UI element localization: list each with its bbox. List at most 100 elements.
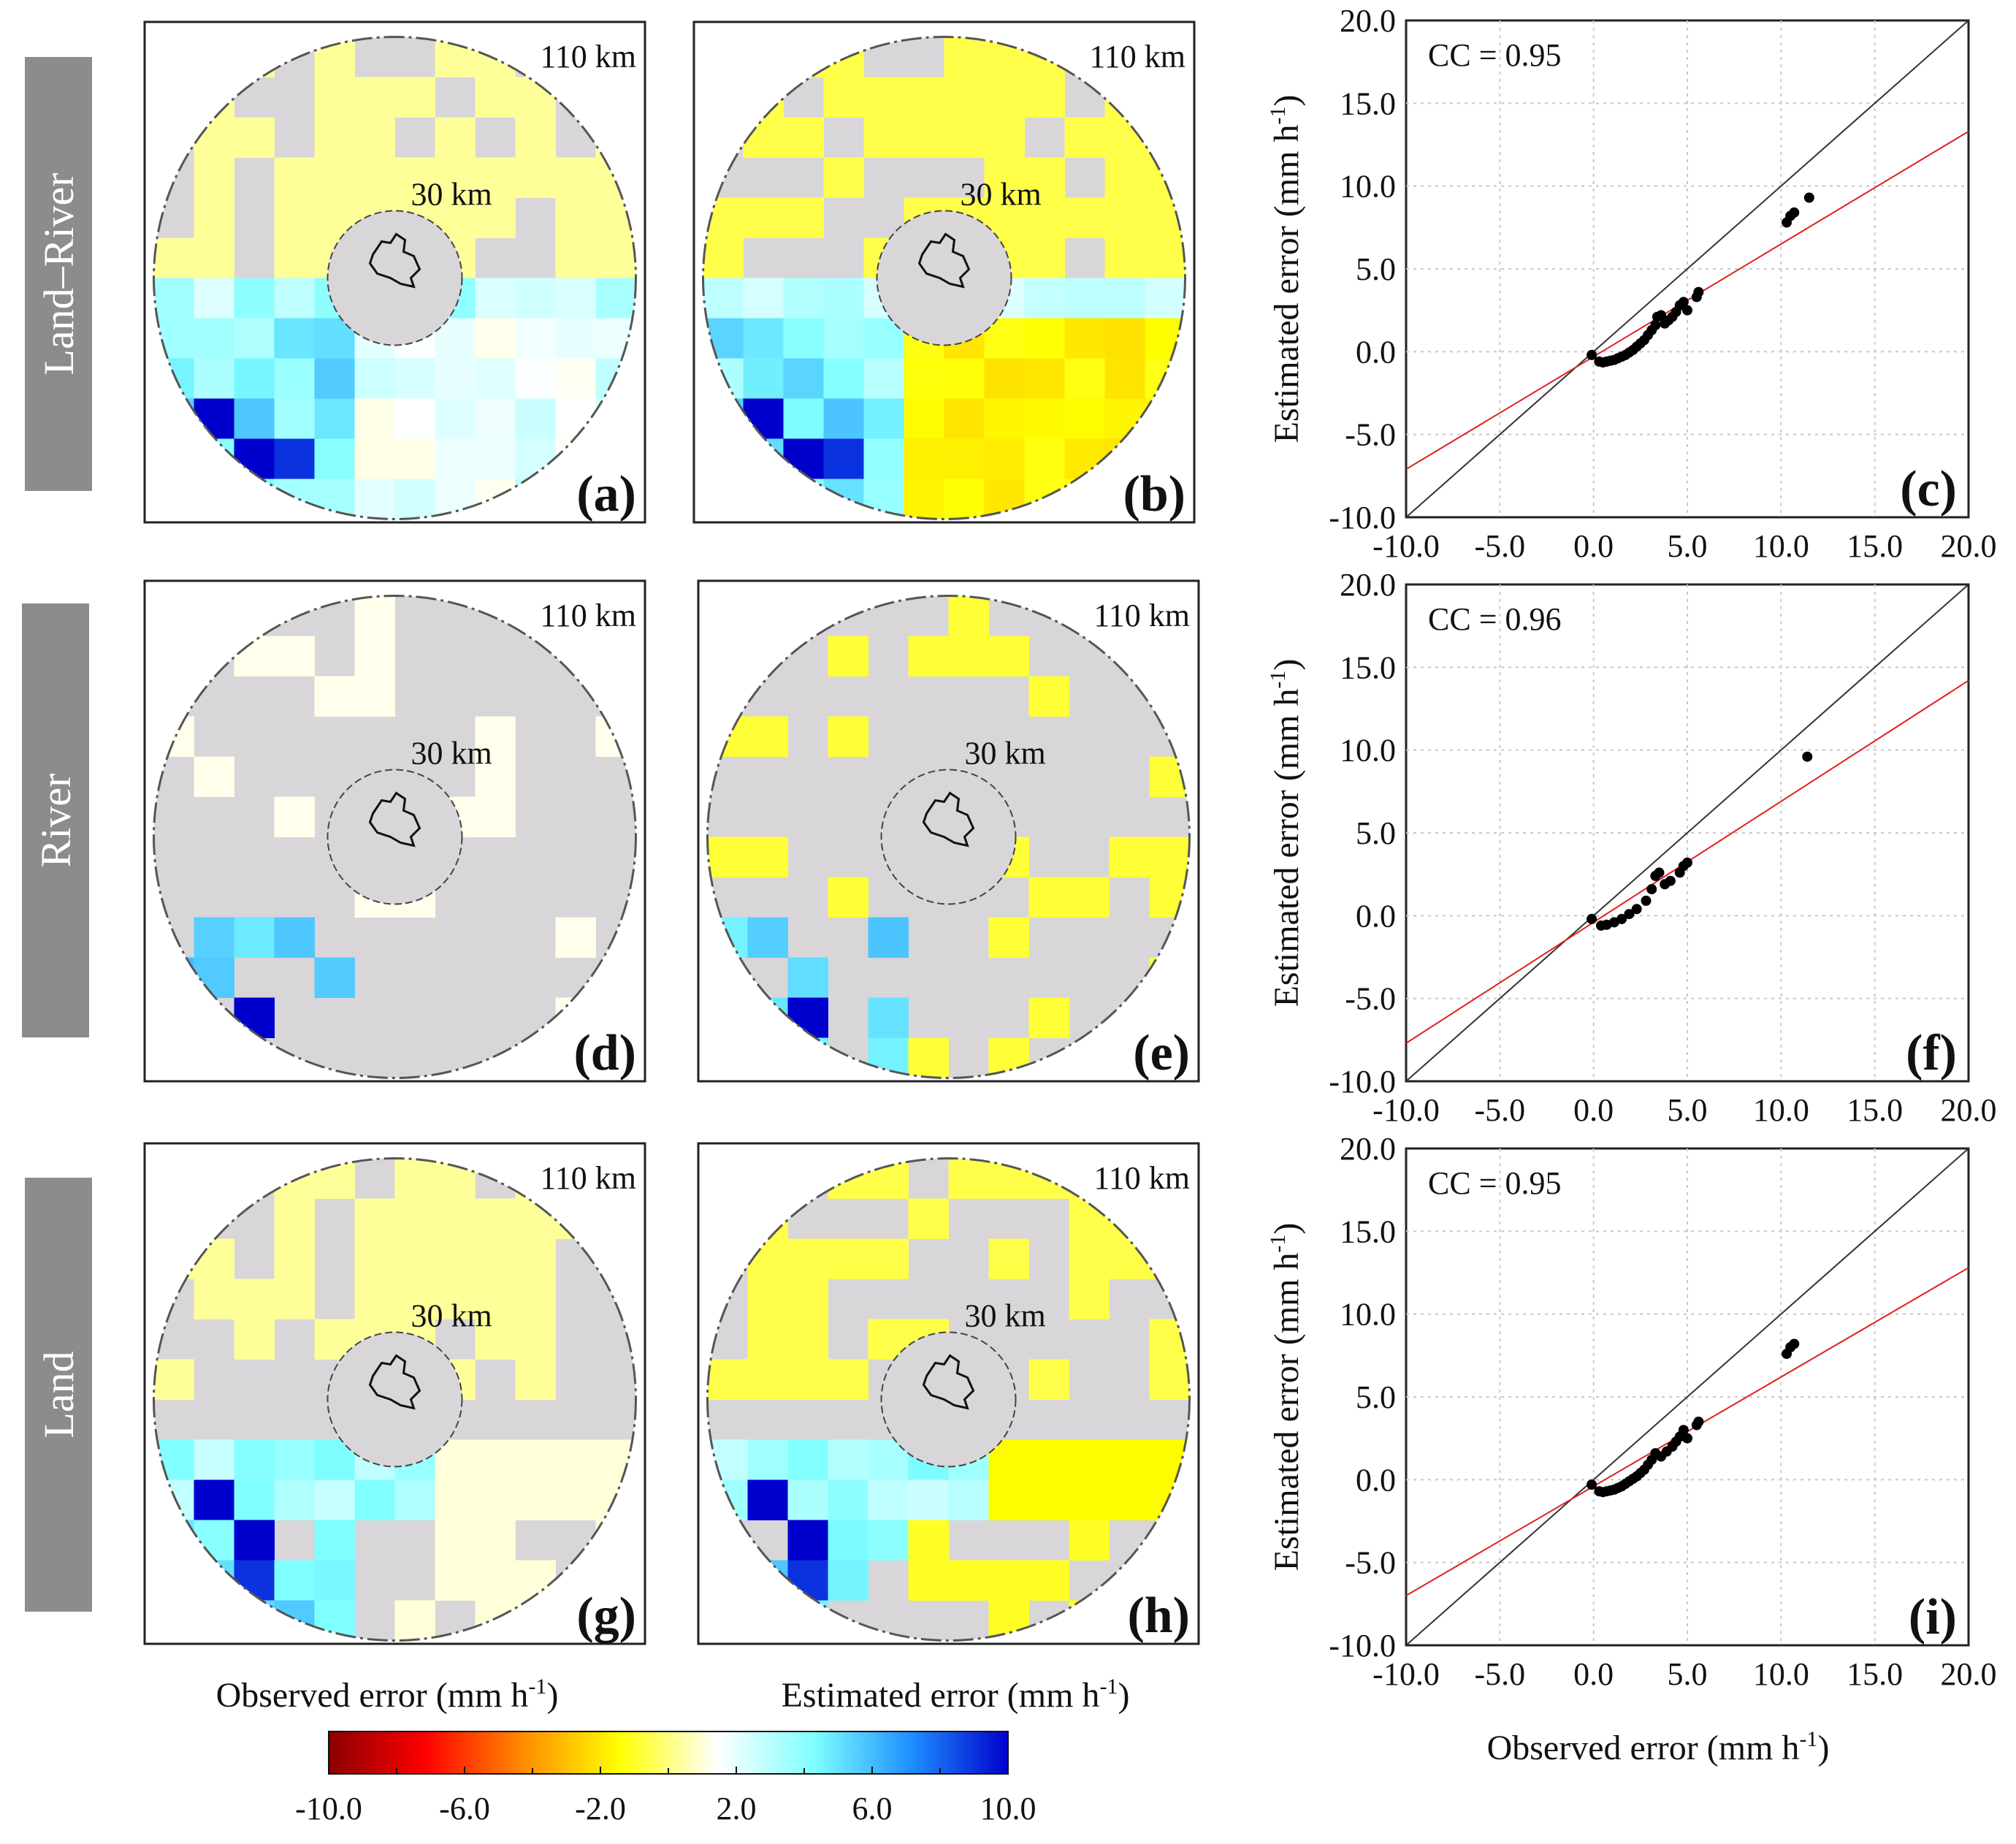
map-cell bbox=[475, 77, 516, 118]
outer-ring-label: 110 km bbox=[540, 39, 636, 75]
city-outline-icon bbox=[922, 791, 975, 847]
map-cell bbox=[394, 398, 435, 439]
map-cell bbox=[868, 917, 909, 958]
outer-ring-label: 110 km bbox=[1089, 39, 1185, 75]
y-tick-label: -10.0 bbox=[1329, 500, 1396, 536]
map-cell bbox=[1064, 278, 1105, 319]
map-cell bbox=[1149, 1359, 1190, 1400]
data-point bbox=[1682, 1433, 1692, 1444]
map-cell bbox=[153, 237, 194, 278]
map-cell bbox=[747, 1479, 788, 1520]
map-cell bbox=[314, 117, 355, 158]
map-cell bbox=[868, 1520, 909, 1561]
city-outline-icon bbox=[917, 232, 971, 289]
map-cell bbox=[555, 318, 596, 359]
map-cell bbox=[747, 917, 788, 958]
map-cell bbox=[1149, 837, 1190, 877]
map-cell bbox=[555, 278, 596, 319]
map-cell bbox=[475, 358, 516, 399]
y-tick-label: 5.0 bbox=[1356, 815, 1396, 851]
map-cell bbox=[394, 77, 435, 118]
map-cell bbox=[475, 1238, 516, 1279]
map-cell bbox=[354, 636, 395, 677]
map-cell bbox=[1024, 438, 1065, 479]
map-cell bbox=[904, 117, 944, 158]
map-cell bbox=[863, 358, 904, 399]
map-cell bbox=[948, 595, 989, 636]
map-cell bbox=[828, 636, 868, 677]
map-cell bbox=[475, 318, 516, 359]
map-cell bbox=[555, 157, 596, 198]
map-cell bbox=[394, 157, 435, 198]
x-tick-label: -10.0 bbox=[1372, 1656, 1440, 1692]
map-cell bbox=[394, 1479, 435, 1520]
x-tick-label: 20.0 bbox=[1941, 1656, 1997, 1692]
map-cell bbox=[988, 1560, 1029, 1601]
map-cell bbox=[1104, 157, 1145, 198]
map-cell bbox=[823, 278, 864, 319]
map-cell bbox=[194, 358, 234, 399]
map-cell bbox=[234, 278, 275, 319]
map-cell bbox=[194, 237, 234, 278]
x-tick-label: 15.0 bbox=[1847, 528, 1903, 564]
inner-ring bbox=[327, 210, 463, 346]
x-tick-label: 10.0 bbox=[1753, 528, 1809, 564]
map-cell bbox=[194, 1439, 234, 1480]
map-cell bbox=[194, 1279, 234, 1319]
map-cell bbox=[354, 117, 395, 158]
map-cell bbox=[354, 676, 395, 717]
map-cell bbox=[314, 957, 355, 998]
map-cell bbox=[988, 636, 1029, 677]
panel-letter: (f) bbox=[1906, 1025, 1957, 1081]
y-tick-label: 15.0 bbox=[1340, 649, 1396, 685]
map-cell bbox=[354, 595, 395, 636]
map-cell bbox=[787, 1439, 828, 1480]
map-cell bbox=[595, 237, 636, 278]
y-tick-label: -10.0 bbox=[1329, 1628, 1396, 1664]
map-cell bbox=[234, 917, 275, 958]
map-panel-d: 110 km 30 km (d) bbox=[143, 579, 646, 1083]
map-cell bbox=[1104, 358, 1145, 399]
map-cell bbox=[1069, 1439, 1110, 1480]
map-cell bbox=[863, 438, 904, 479]
y-tick-label: -5.0 bbox=[1345, 417, 1396, 453]
map-cell bbox=[908, 636, 949, 677]
map-cell bbox=[1024, 318, 1065, 359]
map-cell bbox=[948, 1479, 989, 1520]
map-cell bbox=[475, 1479, 516, 1520]
data-point bbox=[1624, 909, 1635, 920]
one-to-one-line bbox=[1405, 584, 1969, 1082]
map-cell bbox=[234, 1520, 275, 1561]
y-tick-label: -5.0 bbox=[1345, 981, 1396, 1017]
map-cell bbox=[743, 278, 784, 319]
map-cell bbox=[868, 997, 909, 1038]
map-cell bbox=[1064, 358, 1105, 399]
colorbar-gradient bbox=[328, 1731, 1009, 1775]
map-cell bbox=[1145, 278, 1185, 319]
scatter-panel-i: -10.0 -5.0 0.0 5.0 10.0 15.0 20.0 -10.0 -5.0 0.0 5… bbox=[1266, 1131, 1997, 1692]
map-cell bbox=[354, 157, 395, 198]
data-point bbox=[1802, 751, 1813, 762]
map-cell bbox=[314, 1560, 355, 1601]
map-cell bbox=[904, 358, 944, 399]
map-cell bbox=[194, 1479, 234, 1520]
map-cell bbox=[274, 278, 315, 319]
map-cell bbox=[747, 837, 788, 877]
map-cell bbox=[435, 1198, 476, 1239]
data-point bbox=[1693, 1417, 1704, 1427]
map-cell bbox=[984, 117, 1025, 158]
panel-letter: (e) bbox=[1133, 1025, 1190, 1081]
map-cell bbox=[555, 197, 596, 238]
map-cell bbox=[948, 636, 989, 677]
map-cell bbox=[274, 917, 315, 958]
inner-ring-fill bbox=[881, 1332, 1016, 1467]
map-cell bbox=[868, 1479, 909, 1520]
map-cell bbox=[988, 1238, 1029, 1279]
map-cell bbox=[828, 1238, 868, 1279]
map-cell bbox=[515, 1439, 556, 1480]
panel-letter: (b) bbox=[1123, 466, 1185, 522]
colorbar-tick-label: -2.0 bbox=[575, 1791, 626, 1826]
map-cell bbox=[783, 318, 824, 359]
map-cell bbox=[828, 1359, 868, 1400]
map-cell bbox=[904, 77, 944, 118]
